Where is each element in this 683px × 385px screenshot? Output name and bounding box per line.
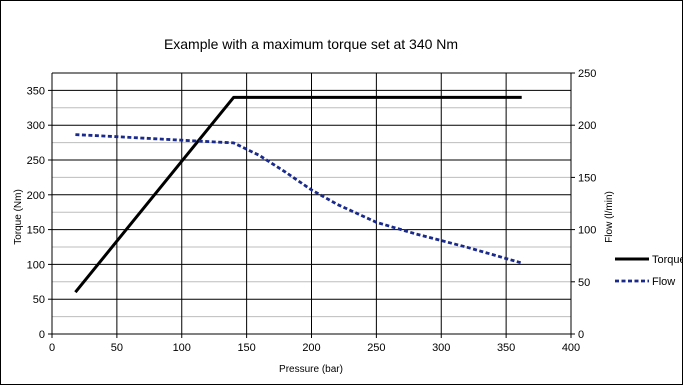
- y2-axis-title: Flow (l/min): [604, 191, 615, 243]
- y-tick-label: 50: [33, 294, 45, 306]
- y2-tick-label: 0: [578, 329, 584, 341]
- x-tick-label: 150: [237, 342, 255, 354]
- y-tick-label: 250: [27, 155, 45, 167]
- legend: Torque Flow: [615, 254, 682, 288]
- legend-label-flow: Flow: [652, 276, 675, 288]
- torque-series-line: [74, 95, 522, 294]
- y-tick-label: 150: [27, 225, 45, 237]
- x-tick-label: 100: [173, 342, 191, 354]
- x-tick-label: 300: [432, 342, 450, 354]
- y2-tick-label: 200: [578, 120, 596, 132]
- series-layer: [74, 95, 523, 294]
- y-tick-label: 200: [27, 190, 45, 202]
- x-tick-label: 200: [302, 342, 320, 354]
- legend-label-torque: Torque: [652, 254, 682, 266]
- grid-layer: [51, 72, 572, 334]
- y-tick-label: 100: [27, 259, 45, 271]
- y-axis-title: Torque (Nm): [13, 189, 24, 245]
- flow-series-line: [75, 133, 523, 265]
- x-tick-label: 0: [49, 342, 55, 354]
- label-layer: 0 50 100 150 200 250 300 350 0 50 100 150 200 250 300 3…: [27, 68, 597, 354]
- y2-tick-label: 250: [578, 68, 596, 80]
- axis-layer: [48, 72, 575, 338]
- chart-title: Example with a maximum torque set at 340…: [164, 36, 458, 52]
- y-tick-label: 350: [27, 85, 45, 97]
- y-tick-label: 300: [27, 120, 45, 132]
- y2-tick-label: 150: [578, 172, 596, 184]
- x-tick-label: 250: [367, 342, 385, 354]
- y2-tick-label: 50: [578, 277, 590, 289]
- x-axis-title: Pressure (bar): [279, 364, 343, 375]
- y-tick-label: 0: [39, 329, 45, 341]
- y2-tick-label: 100: [578, 225, 596, 237]
- x-tick-label: 400: [562, 342, 580, 354]
- x-tick-label: 50: [111, 342, 123, 354]
- x-tick-label: 350: [497, 342, 515, 354]
